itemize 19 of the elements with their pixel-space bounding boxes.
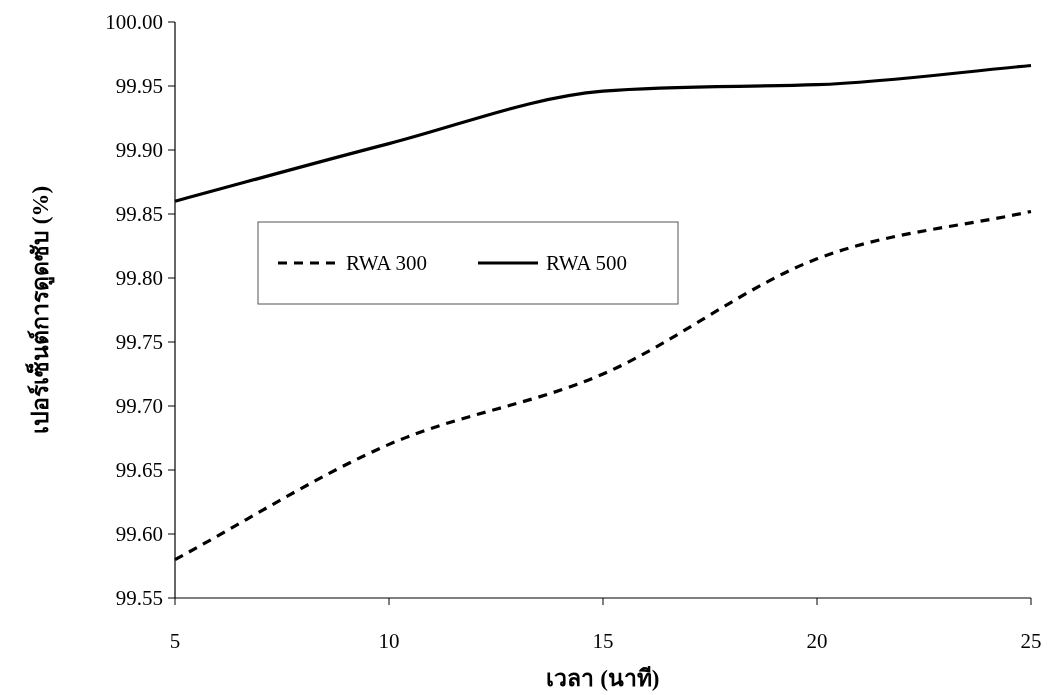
y-tick-label: 99.85: [115, 202, 163, 226]
y-tick-label: 99.80: [115, 266, 163, 290]
x-axis-title: เวลา (นาที): [546, 666, 660, 691]
y-tick-label: 99.95: [115, 74, 163, 98]
legend-label: RWA 500: [546, 251, 628, 275]
y-tick-label: 100.00: [105, 10, 163, 34]
x-tick-label: 25: [1020, 629, 1042, 653]
x-tick-label: 5: [169, 629, 181, 653]
x-tick-label: 15: [592, 629, 614, 653]
y-tick-label: 99.60: [115, 522, 163, 546]
legend-label: RWA 300: [346, 251, 428, 275]
x-tick-label: 10: [378, 629, 400, 653]
y-tick-label: 99.55: [115, 586, 163, 610]
y-tick-label: 99.90: [115, 138, 163, 162]
y-tick-label: 99.65: [115, 458, 163, 482]
y-tick-label: 99.75: [115, 330, 163, 354]
y-tick-label: 99.70: [115, 394, 163, 418]
x-tick-label: 20: [806, 629, 828, 653]
y-axis-title: เปอร์เซ็นต์การดูดซับ (%): [25, 185, 55, 435]
